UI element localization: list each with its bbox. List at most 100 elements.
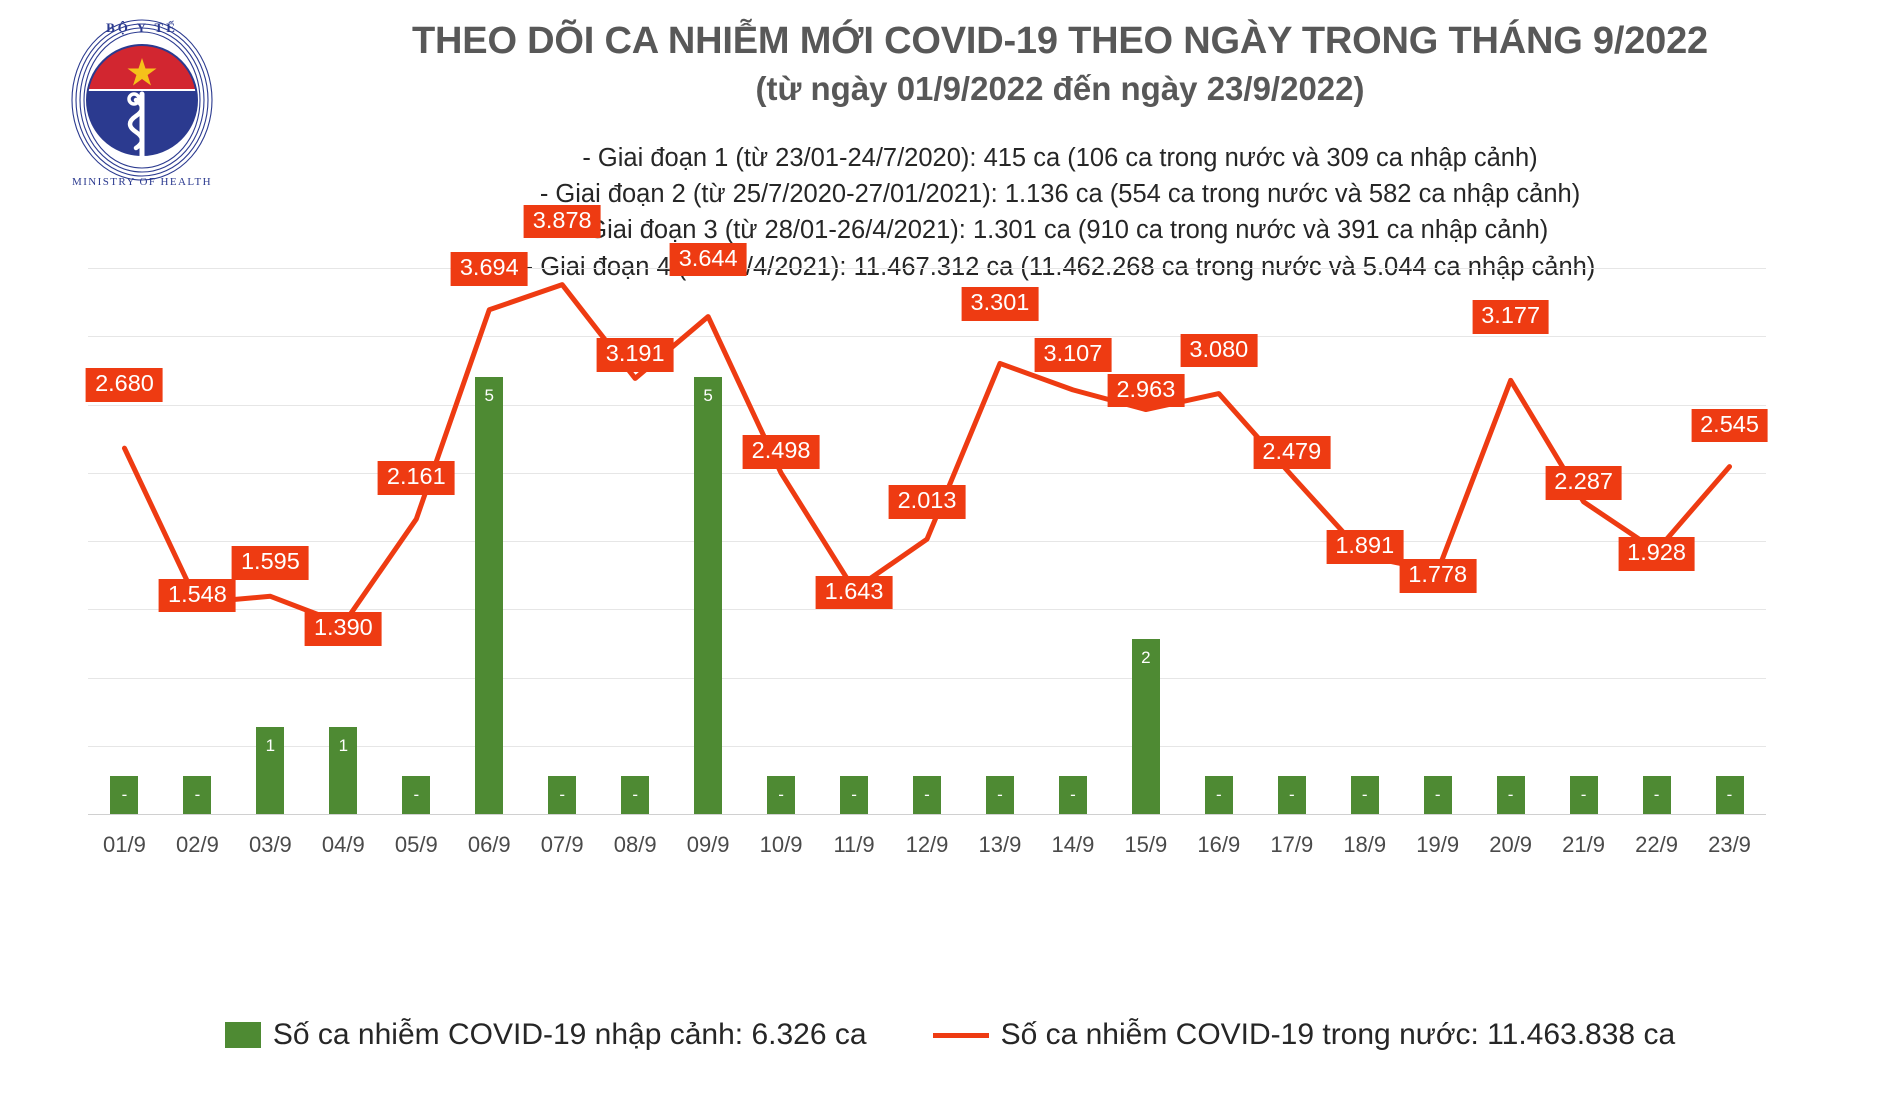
page-subtitle: (từ ngày 01/9/2022 đến ngày 23/9/2022): [755, 69, 1365, 107]
bar[interactable]: [1642, 776, 1671, 814]
bar[interactable]: [621, 776, 650, 814]
line-value-label: 1.390: [304, 612, 382, 646]
x-axis-tick: 16/9: [1197, 832, 1241, 857]
line-value-label: 1.928: [1618, 536, 1695, 571]
bar[interactable]: [694, 376, 723, 814]
line-value-label: 2.287: [1545, 465, 1622, 500]
bar[interactable]: [110, 776, 139, 814]
title-block: THEO DÕI CA NHIỄM MỚI COVID-19 THEO NGÀY…: [240, 20, 1880, 109]
bar[interactable]: [256, 726, 285, 814]
line-value-label: 1.891: [1326, 529, 1404, 564]
bar[interactable]: [985, 776, 1014, 814]
bar-value-label: -: [413, 785, 420, 804]
bar-value-label: -: [559, 785, 566, 804]
bar[interactable]: [1423, 776, 1452, 814]
bar[interactable]: [402, 776, 431, 814]
x-axis-tick: 04/9: [321, 832, 365, 857]
ministry-of-health-logo-icon: BỘ Y TẾ MINISTRY OF HEALTH: [62, 14, 222, 189]
bar-value-label: -: [1215, 785, 1222, 804]
line-value-label: 3.694: [450, 251, 528, 286]
x-axis-tick: 23/9: [1708, 832, 1751, 857]
x-axis-tick: 06/9: [467, 832, 511, 857]
bar-value-label: -: [1580, 785, 1587, 804]
bar[interactable]: [1131, 639, 1160, 814]
x-axis-tick: 12/9: [905, 832, 949, 857]
x-axis-tick: 18/9: [1343, 832, 1387, 857]
bar[interactable]: [475, 376, 504, 814]
bar[interactable]: [548, 776, 577, 814]
legend-item-imported[interactable]: Số ca nhiễm COVID-19 nhập cảnh: 6.326 ca: [224, 1018, 867, 1052]
bar[interactable]: [767, 776, 796, 814]
x-axis-line: [88, 814, 1766, 815]
bar-value-label: -: [1653, 785, 1660, 804]
line-value-label: 3.301: [961, 287, 1039, 322]
line-value-label: 2.498: [742, 435, 820, 469]
x-axis-tick: 11/9: [833, 832, 875, 857]
bar-value-label: -: [1361, 785, 1368, 804]
bar-value-label: -: [121, 785, 128, 804]
bar-value-label: -: [997, 785, 1003, 804]
phase-line-1: - Giai đoạn 1 (từ 23/01-24/7/2020): 415 …: [582, 144, 1538, 172]
line-value-label: 3.107: [1034, 337, 1112, 372]
line-value-label: 2.013: [888, 485, 966, 519]
line-series-domestic-cases: [121, 282, 1733, 627]
legend-swatch-bar-icon: [224, 1022, 261, 1048]
svg-text:BỘ Y TẾ: BỘ Y TẾ: [106, 20, 178, 35]
bar[interactable]: [1350, 776, 1379, 814]
x-axis-tick: 03/9: [248, 832, 292, 857]
bar-value-label: 5: [484, 385, 494, 405]
gridline: [88, 745, 1766, 747]
line-value-label: 2.161: [377, 461, 455, 495]
x-axis-tick: 07/9: [540, 832, 584, 857]
chart-header: BỘ Y TẾ MINISTRY OF HEALTH THEO DÕI CA N…: [0, 0, 1900, 300]
line-value-label: 1.643: [815, 575, 893, 610]
x-axis-tick: 13/9: [978, 832, 1022, 857]
bar-value-label: 5: [703, 385, 713, 405]
bar-value-label: -: [194, 785, 201, 804]
gridline: [88, 404, 1766, 406]
bar[interactable]: [1058, 776, 1087, 814]
bar-value-label: 1: [265, 735, 276, 755]
x-axis-tick: 14/9: [1051, 832, 1095, 857]
legend-item-domestic[interactable]: Số ca nhiễm COVID-19 trong nước: 11.463.…: [932, 1018, 1675, 1052]
line-value-label: 3.644: [669, 242, 747, 277]
gridline: [88, 472, 1766, 474]
bar[interactable]: [1204, 776, 1233, 814]
bar-value-label: -: [924, 785, 930, 804]
line-value-label: 2.963: [1107, 373, 1185, 408]
line-value-label: 1.595: [231, 546, 309, 580]
line-path: [121, 282, 1733, 627]
phase-line-3: - Giai đoạn 3 (từ 28/01-26/4/2021): 1.30…: [571, 216, 1549, 245]
line-value-label: 3.191: [596, 338, 674, 373]
bar-value-label: -: [1288, 785, 1295, 804]
phase-line-2: - Giai đoạn 2 (từ 25/7/2020-27/01/2021):…: [539, 180, 1581, 209]
bar[interactable]: [1569, 776, 1598, 814]
line-value-label: 3.177: [1472, 300, 1550, 335]
x-axis-tick: 21/9: [1562, 832, 1606, 857]
line-value-label: 2.545: [1691, 408, 1768, 443]
gridline: [88, 268, 1766, 269]
x-axis-tick: 20/9: [1489, 832, 1533, 857]
plot-area: -5001.0001.5002.0002.5003.0003.5004.000 …: [86, 204, 1768, 857]
bar[interactable]: [1277, 776, 1306, 814]
bar[interactable]: [329, 726, 358, 814]
bar[interactable]: [913, 776, 941, 814]
x-axis-tick: 17/9: [1270, 832, 1314, 857]
gridline: [88, 336, 1766, 338]
bar-value-label: 1: [338, 735, 349, 755]
bar-value-label: -: [1726, 785, 1733, 804]
x-axis-tick: 10/9: [759, 832, 803, 857]
bar[interactable]: [840, 776, 869, 814]
bar[interactable]: [1715, 776, 1744, 814]
x-axis-tick: 09/9: [686, 832, 730, 857]
bar[interactable]: [1496, 776, 1525, 814]
line-value-label: 1.778: [1399, 559, 1477, 594]
bar[interactable]: [183, 776, 212, 814]
x-axis-tick: 08/9: [613, 832, 657, 857]
x-axis-tick: 01/9: [103, 832, 146, 857]
bar-value-label: -: [1434, 785, 1441, 804]
bar-value-label: -: [632, 785, 638, 804]
bar-value-label: -: [1507, 785, 1514, 804]
chart-legend: Số ca nhiễm COVID-19 nhập cảnh: 6.326 ca…: [0, 1000, 1900, 1070]
gridline: [88, 609, 1766, 611]
